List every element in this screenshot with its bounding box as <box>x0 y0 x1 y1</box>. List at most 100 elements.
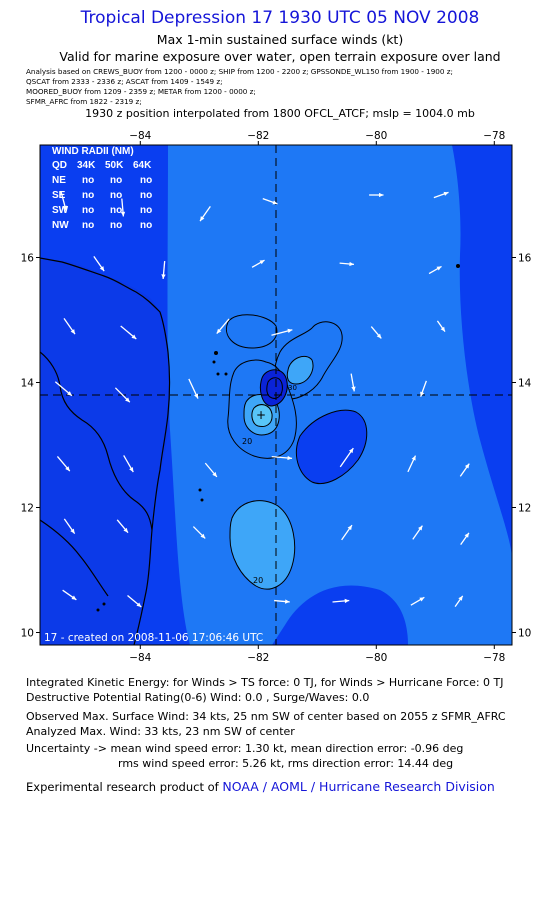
wind-vector-head <box>349 261 354 267</box>
wind-radii-cell: no <box>82 205 94 216</box>
wind-vector <box>339 447 354 468</box>
wind-vector <box>60 191 68 211</box>
product-credit: Experimental research product of NOAA / … <box>26 779 495 794</box>
wind-radii-cell: SE <box>52 190 66 201</box>
wind-radii-table: WIND RADII (NM) QD 34K 50K 64K NE no no … <box>52 146 152 231</box>
wind-vector-head <box>284 599 290 604</box>
wind-vector-head <box>464 532 469 538</box>
map-field: + 20 20 30 WIND RADII (NM) QD 34K 50K 64… <box>40 145 512 645</box>
obs-sources-line-3: MOORED_BUOY from 1209 - 2359 z; METAR fr… <box>26 87 256 96</box>
wind-vector-head <box>99 266 105 272</box>
hrd-link[interactable]: NOAA / AOML / Hurricane Research Divisio… <box>222 779 495 794</box>
contour-30-ne <box>286 355 314 385</box>
wind-radii-header: 34K <box>77 160 96 171</box>
x-tick-label: −78 <box>483 652 505 664</box>
wind-radii-cell: no <box>140 220 152 231</box>
wind-vector-head <box>287 328 293 333</box>
wind-vector <box>54 381 73 397</box>
coast-land <box>40 258 170 645</box>
y-tick-label: 12 <box>21 503 34 515</box>
island-marker <box>212 360 216 364</box>
wind-vector-head <box>125 397 130 403</box>
created-label: 17 - created on 2008-11-06 17:06:46 UTC <box>44 632 263 644</box>
x-tick-label: −82 <box>247 652 269 664</box>
wind-vector-head <box>129 467 134 473</box>
wind-vector <box>127 594 142 608</box>
x-tick-label: −80 <box>365 652 387 664</box>
x-tick-label: −84 <box>129 652 151 664</box>
wind-vector <box>216 318 230 335</box>
island-marker <box>200 498 204 502</box>
coastline-segment <box>40 519 109 597</box>
wind-vector <box>412 525 423 540</box>
wind-vector <box>188 378 199 399</box>
wind-radii-cell: no <box>110 205 122 216</box>
islands <box>96 264 460 612</box>
wind-vector <box>120 325 137 340</box>
wind-vector <box>271 328 293 336</box>
wind-vector <box>420 380 427 397</box>
axis-ticks: −84 −84 −82 −82 −80 −80 −78 −78 10 10 12 12 14 14 16 16 <box>21 130 532 664</box>
wind-vector-head <box>420 391 425 397</box>
wind-vector-head <box>419 597 425 602</box>
wind-vector-head <box>458 595 463 601</box>
wind-radii-cell: no <box>140 190 152 201</box>
x-tick-label: −80 <box>365 130 387 142</box>
island-marker <box>102 602 106 606</box>
wind-vector <box>274 599 290 604</box>
wind-vector <box>369 192 384 198</box>
y-tick-label: 12 <box>518 503 531 515</box>
analyzed-max-wind: Analyzed Max. Wind: 33 kts, 23 nm SW of … <box>26 725 295 738</box>
wind-vector <box>204 462 218 478</box>
wind-vector-head <box>131 334 137 340</box>
wind-vector-head <box>287 455 293 461</box>
wind-vector <box>460 532 470 546</box>
wind-vector-head <box>436 266 442 271</box>
wind-vector-head <box>71 595 77 600</box>
contour-20-nw <box>226 314 278 349</box>
wind-vector <box>332 598 350 604</box>
wind-vector <box>454 595 464 608</box>
wind-vector <box>436 320 446 333</box>
wind-vector <box>93 256 105 272</box>
wind-vector <box>341 524 353 541</box>
wind-vector <box>62 589 77 601</box>
island-marker <box>216 372 220 376</box>
y-tick-label: 14 <box>518 378 532 390</box>
wind-vector <box>350 373 356 392</box>
wind-vector-head <box>62 205 68 211</box>
wind-vector <box>63 318 76 335</box>
wind-radii-cell: NW <box>52 220 69 231</box>
wind-vector-head <box>65 466 70 472</box>
coastline-segment <box>40 351 153 531</box>
wind-vector <box>262 197 278 205</box>
wind-vector <box>428 265 442 275</box>
wind-vector-head <box>200 216 205 222</box>
contour-40-center <box>251 404 273 427</box>
wind-vector <box>410 596 425 606</box>
position-line: 1930 z position interpolated from 1800 O… <box>85 107 475 120</box>
obs-sources-line-4: SFMR_AFRC from 1822 - 2319 z; <box>26 97 142 106</box>
wind-vector-head <box>216 328 222 334</box>
island-marker <box>214 351 218 355</box>
wind-vector-head <box>351 386 356 392</box>
wind-vector-head <box>200 533 206 539</box>
wind-vector <box>123 455 134 473</box>
wind-radii-title: WIND RADII (NM) <box>52 146 134 157</box>
wind-analysis-map: + 20 20 30 WIND RADII (NM) QD 34K 50K 64… <box>21 130 532 664</box>
y-tick-label: 16 <box>21 253 35 265</box>
dpr-line: Destructive Potential Rating(0-6) Wind: … <box>26 691 370 704</box>
island-marker <box>456 264 460 268</box>
subtitle-max-winds: Max 1-min sustained surface winds (kt) <box>156 32 404 47</box>
wind-vector <box>120 198 126 217</box>
wind-radii-header: 50K <box>105 160 124 171</box>
wind-vector-head <box>418 525 423 531</box>
x-tick-label: −84 <box>129 130 151 142</box>
y-tick-label: 10 <box>518 628 531 640</box>
island-marker <box>224 372 228 376</box>
island-marker <box>198 488 202 492</box>
observed-max-wind: Observed Max. Surface Wind: 34 kts, 25 n… <box>26 710 506 723</box>
contour-20-south <box>229 500 296 590</box>
obs-sources-line-2: QSCAT from 2333 - 2336 z; ASCAT from 140… <box>26 77 223 86</box>
wind-vector-head <box>378 192 384 198</box>
